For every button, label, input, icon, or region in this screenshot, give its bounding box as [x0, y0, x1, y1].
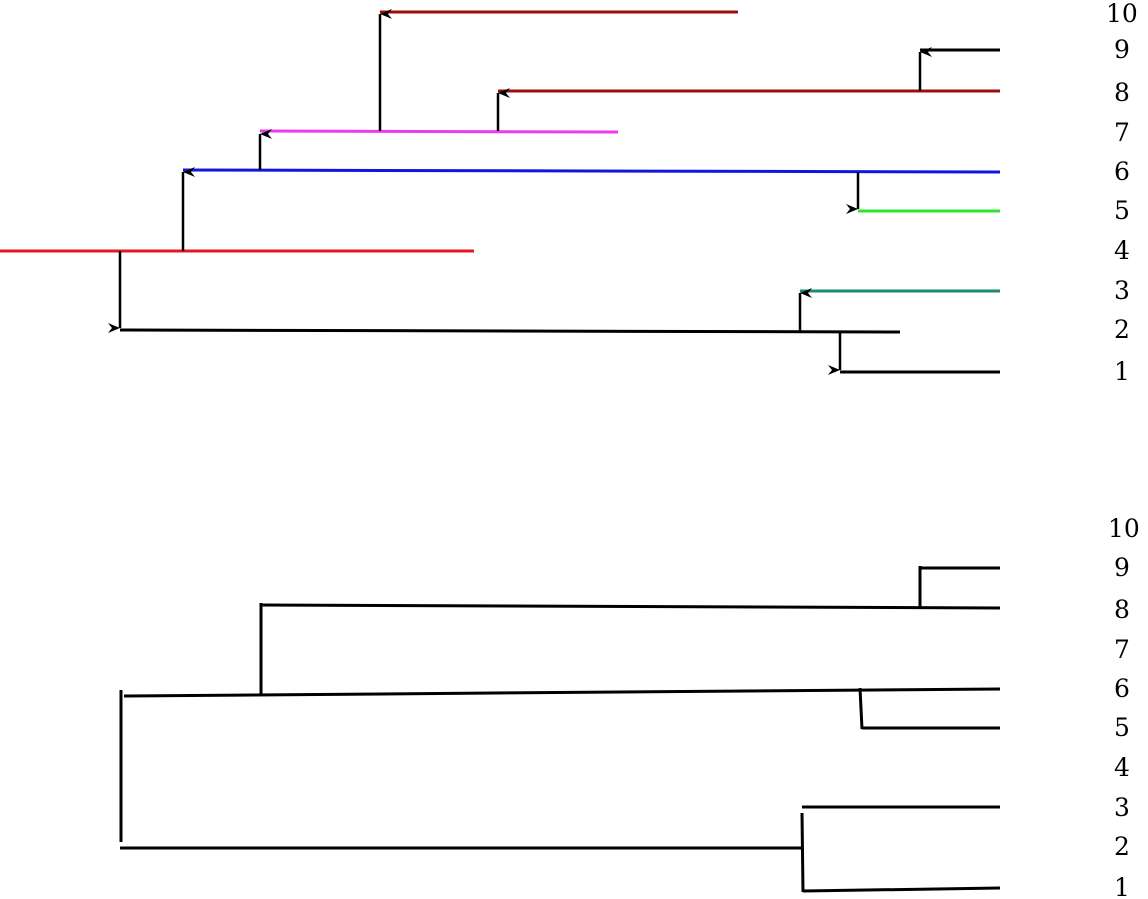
bottom-label-4: 4: [1114, 753, 1130, 782]
lineage-2: [119, 328, 901, 334]
branch-8: [259, 603, 1001, 610]
top-diagram: 10 9 8 7 6 5 4 3 2 1: [0, 0, 1138, 386]
bottom-label-1: 1: [1114, 873, 1130, 899]
node-3-2-1: [800, 812, 805, 893]
bottom-label-6: 6: [1114, 674, 1130, 703]
bottom-label-7: 7: [1114, 635, 1130, 664]
top-label-9: 9: [1114, 35, 1130, 64]
bottom-label-8: 8: [1114, 595, 1130, 624]
lineage-7: [259, 129, 619, 134]
branch-1: [802, 886, 1001, 893]
bottom-label-2: 2: [1114, 832, 1130, 861]
top-label-4: 4: [1114, 236, 1130, 265]
branch-6: [123, 687, 1001, 698]
top-label-2: 2: [1114, 315, 1130, 344]
bottom-label-9: 9: [1114, 553, 1130, 582]
top-label-8: 8: [1114, 78, 1130, 107]
bottom-diagram: 10 9 8 7 6 5 4 3 2 1: [119, 514, 1140, 899]
bottom-label-3: 3: [1114, 793, 1130, 822]
top-label-10: 10: [1106, 0, 1138, 28]
bottom-label-10: 10: [1108, 514, 1140, 543]
top-label-7: 7: [1114, 118, 1130, 147]
top-label-3: 3: [1114, 276, 1130, 305]
bottom-label-5: 5: [1114, 713, 1130, 742]
node-6-5: [858, 687, 864, 730]
lineage-6: [182, 168, 1001, 174]
top-label-1: 1: [1114, 357, 1130, 386]
top-label-5: 5: [1114, 196, 1130, 225]
top-label-6: 6: [1114, 157, 1130, 186]
